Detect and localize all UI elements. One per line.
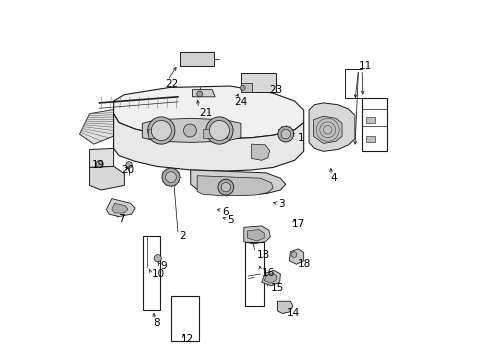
Text: 2: 2 [179, 231, 185, 240]
Circle shape [196, 91, 202, 97]
Circle shape [205, 117, 233, 144]
Polygon shape [244, 226, 270, 244]
Text: 6: 6 [222, 207, 228, 217]
Text: 8: 8 [153, 319, 160, 328]
Bar [143, 236, 159, 310]
Text: 12: 12 [180, 333, 194, 343]
Polygon shape [113, 86, 303, 139]
Bar [147, 129, 167, 138]
Bar [244, 242, 264, 306]
Bar [203, 129, 226, 138]
Text: 15: 15 [270, 283, 283, 293]
Polygon shape [113, 114, 303, 171]
Circle shape [290, 252, 296, 257]
Polygon shape [190, 170, 285, 195]
Bar [171, 296, 199, 341]
Polygon shape [112, 203, 128, 213]
Polygon shape [192, 90, 215, 97]
Polygon shape [251, 144, 269, 160]
Text: 7: 7 [118, 214, 124, 224]
Text: 23: 23 [269, 85, 282, 95]
Circle shape [218, 179, 233, 195]
Text: 16: 16 [261, 267, 274, 278]
Circle shape [209, 121, 229, 140]
Polygon shape [247, 229, 264, 241]
Circle shape [240, 85, 244, 90]
Text: 1: 1 [298, 133, 305, 143]
Text: 24: 24 [234, 97, 247, 107]
Circle shape [125, 162, 132, 168]
Text: 21: 21 [199, 108, 212, 118]
Polygon shape [289, 249, 303, 264]
Text: 4: 4 [330, 173, 337, 183]
Polygon shape [264, 273, 276, 283]
Bar [366, 117, 375, 123]
Polygon shape [80, 99, 176, 144]
Circle shape [165, 172, 176, 183]
Circle shape [147, 117, 175, 144]
Circle shape [151, 121, 171, 140]
Bar [366, 136, 375, 142]
Circle shape [183, 124, 196, 137]
Polygon shape [180, 51, 214, 66]
Circle shape [281, 130, 290, 139]
Polygon shape [142, 118, 241, 142]
Text: 17: 17 [291, 219, 305, 229]
Circle shape [221, 183, 230, 192]
Text: 22: 22 [165, 79, 179, 89]
Polygon shape [277, 301, 292, 314]
Bar [241, 83, 251, 92]
Text: 19: 19 [92, 160, 105, 170]
Text: 10: 10 [152, 269, 165, 279]
Polygon shape [308, 103, 354, 151]
Bar [362, 98, 386, 150]
Circle shape [277, 126, 293, 142]
Text: 5: 5 [227, 215, 233, 225]
Polygon shape [313, 116, 341, 143]
Text: 13: 13 [257, 249, 270, 260]
Text: 9: 9 [160, 261, 166, 271]
Bar [241, 73, 276, 92]
Polygon shape [106, 199, 135, 217]
Text: 14: 14 [286, 309, 300, 318]
Text: 3: 3 [278, 199, 285, 210]
Text: 20: 20 [121, 165, 134, 175]
Polygon shape [89, 148, 113, 167]
Polygon shape [89, 166, 124, 190]
Circle shape [162, 168, 180, 186]
Circle shape [154, 255, 161, 262]
Circle shape [96, 161, 102, 167]
Text: 11: 11 [358, 61, 371, 71]
Text: 18: 18 [297, 259, 310, 269]
Polygon shape [197, 176, 273, 196]
Polygon shape [261, 270, 280, 286]
